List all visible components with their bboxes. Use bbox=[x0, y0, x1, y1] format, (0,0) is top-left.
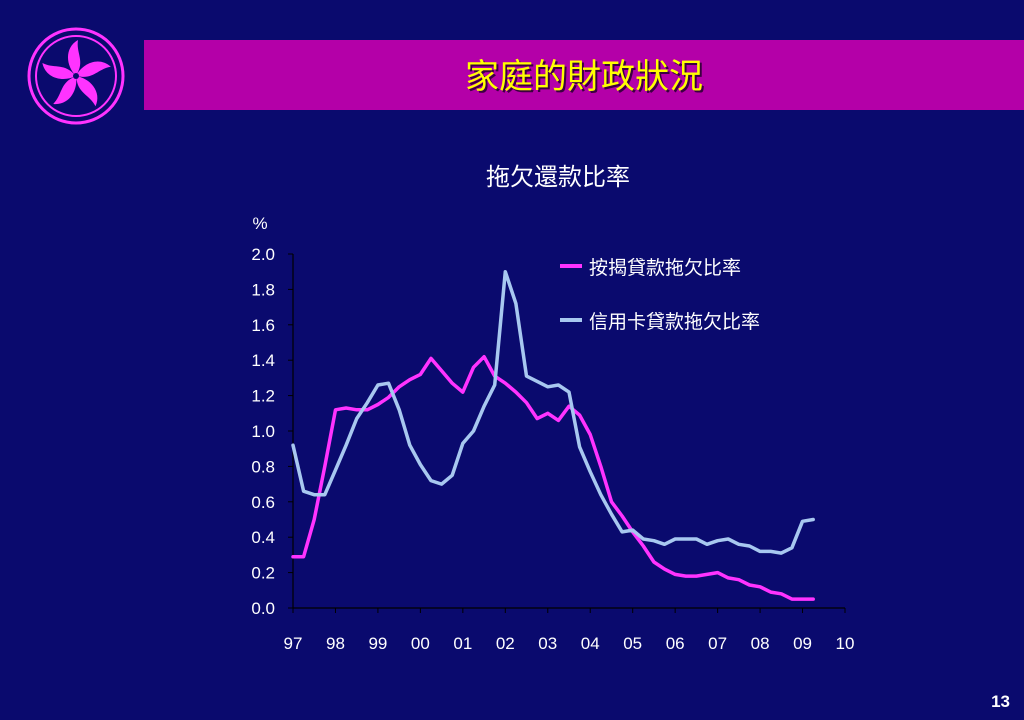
y-tick-label: 2.0 bbox=[251, 245, 275, 264]
x-tick-label: 05 bbox=[623, 634, 642, 653]
y-axis-label: % bbox=[252, 214, 267, 233]
y-tick-label: 0.4 bbox=[251, 528, 275, 547]
x-tick-label: 09 bbox=[793, 634, 812, 653]
y-tick-label: 1.6 bbox=[251, 316, 275, 335]
y-tick-label: 0.6 bbox=[251, 493, 275, 512]
x-tick-label: 04 bbox=[581, 634, 600, 653]
y-tick-label: 1.8 bbox=[251, 280, 275, 299]
chart-title: 拖欠還款比率 bbox=[486, 163, 630, 191]
x-tick-label: 07 bbox=[708, 634, 727, 653]
x-tick-label: 02 bbox=[496, 634, 515, 653]
y-tick-label: 0.8 bbox=[251, 457, 275, 476]
x-tick-label: 01 bbox=[453, 634, 472, 653]
series-line-2 bbox=[291, 269, 815, 555]
x-tick-label: 08 bbox=[751, 634, 770, 653]
y-tick-label: 0.2 bbox=[251, 564, 275, 583]
x-tick-label: 06 bbox=[666, 634, 685, 653]
y-tick-label: 1.4 bbox=[251, 351, 275, 370]
x-tick-label: 03 bbox=[538, 634, 557, 653]
y-tick-label: 1.0 bbox=[251, 422, 275, 441]
title-band: 家庭的財政狀況 bbox=[144, 40, 1024, 110]
y-tick-label: 0.0 bbox=[251, 599, 275, 618]
x-tick-label: 10 bbox=[836, 634, 855, 653]
legend-label-1: 按揭貸款拖欠比率 bbox=[589, 257, 741, 279]
x-tick-label: 97 bbox=[284, 634, 303, 653]
bauhinia-flower-icon bbox=[27, 27, 125, 125]
series-line-1 bbox=[291, 354, 815, 601]
page-title: 家庭的財政狀況 bbox=[465, 57, 703, 97]
x-tick-label: 98 bbox=[326, 634, 345, 653]
y-tick-label: 1.2 bbox=[251, 387, 275, 406]
page-number: 13 bbox=[991, 692, 1010, 711]
legend-label-2: 信用卡貸款拖欠比率 bbox=[589, 311, 760, 333]
x-tick-label: 99 bbox=[368, 634, 387, 653]
x-tick-label: 00 bbox=[411, 634, 430, 653]
